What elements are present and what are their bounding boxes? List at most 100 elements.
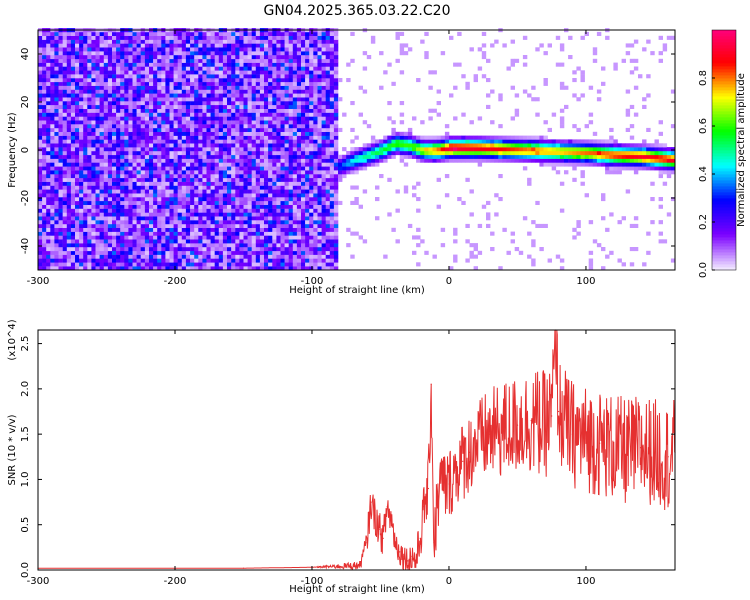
spectrogram-cell [321, 104, 326, 109]
spectrogram-cell [157, 112, 162, 117]
spectrogram-cell [177, 262, 183, 267]
spectrogram-cell [54, 247, 59, 252]
spectrogram-cell [272, 104, 277, 109]
spectrogram-cell [58, 74, 63, 79]
spectrogram-cell [95, 39, 100, 44]
spectrogram-cell [325, 258, 331, 263]
spectrogram-cell [247, 147, 252, 152]
spectrogram-cell [309, 31, 314, 36]
spectrogram-cell [313, 239, 318, 244]
spectrogram-cell [177, 158, 183, 163]
spectrogram-cell [87, 62, 92, 67]
spectrogram-cell [227, 208, 232, 213]
spectrogram-cell [296, 51, 302, 56]
spectrogram-cell [103, 208, 109, 213]
spectrogram-cell [280, 101, 285, 106]
spectrogram-cell [103, 47, 109, 52]
spectrogram-cell [173, 177, 178, 182]
spectrogram-cell [292, 93, 298, 98]
spectrogram-cell [309, 235, 314, 240]
spectrogram-cell [50, 204, 55, 209]
spectrogram-cell [239, 139, 244, 144]
spectrogram-cell [185, 200, 191, 205]
spectrogram-cell [50, 254, 55, 259]
spectrogram-cell [103, 166, 109, 171]
spectrogram-cell [321, 35, 326, 40]
spectrogram-cell [46, 85, 51, 90]
spectrogram-cell [144, 220, 150, 225]
spectrogram-cell [305, 31, 310, 36]
spectrogram-cell [292, 243, 298, 248]
spectrogram-cell [99, 51, 104, 56]
spectrogram-cell [210, 166, 215, 171]
spectrogram-cell [198, 51, 203, 56]
spectrogram-cell [243, 81, 248, 86]
spectrogram-cell [149, 258, 154, 263]
spectrogram-cell [375, 185, 380, 190]
spectrogram-cell [288, 74, 294, 79]
spectrogram-cell [251, 74, 257, 79]
spectrogram-cell [222, 258, 228, 263]
spectrogram-cell [309, 147, 314, 152]
spectrogram-cell [173, 158, 178, 163]
spectrogram-cell [247, 258, 252, 263]
spectrogram-cell [153, 35, 158, 40]
spectrogram-cell [161, 247, 166, 252]
spectrogram-cell [70, 93, 76, 98]
spectrogram-cell [185, 112, 191, 117]
spectrogram-cell [416, 158, 421, 163]
spectrogram-cell [157, 116, 162, 121]
spectrogram-cell [136, 143, 141, 148]
spectrogram-cell [301, 74, 306, 79]
spectrogram-cell [247, 74, 252, 79]
spectrogram-cell [54, 204, 59, 209]
spectrogram-cell [329, 51, 335, 56]
spectrogram-cell [218, 162, 224, 167]
spectrogram-cell [157, 85, 162, 90]
spectrogram-cell [276, 74, 281, 79]
spectrogram-cell [66, 220, 72, 225]
spectrogram-cell [317, 120, 322, 125]
spectrogram-cell [222, 55, 228, 60]
spectrogram-cell [276, 43, 281, 48]
spectrogram-cell [120, 247, 125, 252]
spectrogram-cell [276, 250, 281, 255]
spectrogram-cell [218, 181, 224, 186]
spectrogram-cell [325, 55, 331, 60]
spectrogram-cell [292, 254, 298, 259]
spectrogram-cell [247, 200, 252, 205]
spectrogram-cell [120, 189, 125, 194]
spectrogram-cell [62, 39, 68, 44]
spectrogram-cell [79, 254, 84, 259]
spectrogram-cell [83, 55, 88, 60]
spectrogram-cell [132, 254, 137, 259]
spectrogram-cell [95, 51, 100, 56]
spectrogram-cell [128, 266, 133, 271]
spectrogram-cell [259, 227, 265, 232]
spectrogram-cell [177, 55, 183, 60]
spectrogram-cell [301, 193, 306, 198]
spectrogram-cell [91, 143, 96, 148]
spectrogram-cell [292, 108, 298, 113]
spectrogram-cell [321, 235, 326, 240]
spectrogram-cell [91, 227, 96, 232]
spectrogram-cell [202, 181, 207, 186]
spectrogram-cell [70, 43, 76, 48]
spectrogram-cell [284, 235, 289, 240]
spectrogram-cell [70, 31, 76, 36]
spectrogram-cell [181, 143, 187, 148]
spectrogram-cell [202, 81, 207, 86]
spectrogram-cell [206, 85, 211, 90]
spectrogram-cell [235, 81, 240, 86]
spectrogram-cell [202, 85, 207, 90]
spectrogram-cell [305, 66, 310, 71]
spectrogram-cell [222, 200, 228, 205]
spectrogram-cell [169, 39, 174, 44]
spectrogram-cell [259, 124, 265, 129]
spectrogram-cell [227, 220, 232, 225]
spectrogram-cell [173, 231, 178, 236]
spectrogram-cell [231, 181, 236, 186]
spectrogram-cell [461, 154, 466, 159]
spectrogram-cell [317, 254, 322, 259]
